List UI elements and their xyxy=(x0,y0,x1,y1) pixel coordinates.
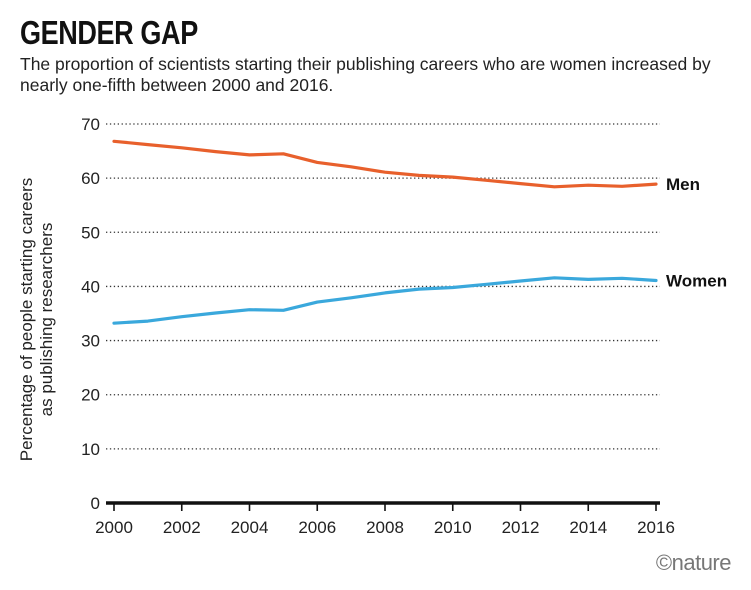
series-labels: Men Women xyxy=(666,175,727,290)
chart-subtitle: The proportion of scientists starting th… xyxy=(20,54,711,95)
series-lines xyxy=(112,139,658,325)
gridlines xyxy=(106,123,660,505)
x-tick-label: 2012 xyxy=(502,518,540,537)
y-tick-label: 40 xyxy=(81,277,100,296)
x-tick-label: 2010 xyxy=(434,518,472,537)
x-tick-label: 2014 xyxy=(569,518,607,537)
y-tick-label: 0 xyxy=(91,494,100,513)
x-tick-label: 2016 xyxy=(637,518,675,537)
y-axis-label-line: as publishing researchers xyxy=(37,223,56,417)
y-tick-label: 70 xyxy=(81,115,100,134)
x-tick-label: 2006 xyxy=(298,518,336,537)
x-tick-label: 2000 xyxy=(95,518,133,537)
y-axis-label-line: Percentage of people starting careers xyxy=(17,178,36,462)
y-tick-labels: 0 10 20 30 40 50 60 70 xyxy=(81,115,100,513)
series-label-women: Women xyxy=(666,271,727,290)
x-tick-label: 2004 xyxy=(231,518,269,537)
y-tick-label: 20 xyxy=(81,386,100,405)
x-tick-label: 2008 xyxy=(366,518,404,537)
x-tick-label: 2002 xyxy=(163,518,201,537)
nature-logo: ©nature xyxy=(655,550,732,575)
y-tick-label: 30 xyxy=(81,332,100,351)
x-tick-labels: 2000 2002 2004 2006 2008 2010 2012 2014 2016 xyxy=(95,503,675,537)
y-tick-label: 60 xyxy=(81,169,100,188)
y-tick-label: 50 xyxy=(81,223,100,242)
series-label-men: Men xyxy=(666,175,700,194)
series-line-women xyxy=(112,276,658,325)
y-tick-label: 10 xyxy=(81,440,100,459)
chart-title: GENDER GAP xyxy=(20,14,198,51)
y-axis-label: Percentage of people starting careers as … xyxy=(17,178,56,462)
series-line-men xyxy=(112,139,658,189)
